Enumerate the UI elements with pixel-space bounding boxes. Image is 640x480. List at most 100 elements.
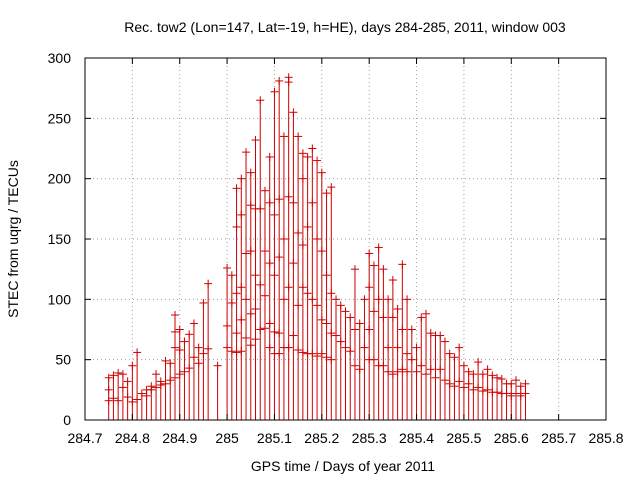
data-point (350, 265, 359, 274)
data-point (123, 393, 132, 402)
data-point (275, 329, 284, 338)
data-point (488, 371, 497, 380)
data-point (275, 195, 284, 204)
data-point (422, 309, 431, 318)
data-point (464, 379, 473, 388)
y-axis-label: STEC from uqrg / TECUs (5, 160, 21, 318)
data-point (393, 343, 402, 352)
data-point (294, 301, 303, 310)
data-point (232, 184, 241, 193)
data-point (265, 152, 274, 161)
data-point (170, 343, 179, 352)
data-point (128, 361, 137, 370)
data-point (294, 228, 303, 237)
data-point (384, 343, 393, 352)
data-point (374, 243, 383, 252)
data-point (256, 280, 265, 289)
data-point (474, 358, 483, 367)
data-point (294, 346, 303, 355)
data-point (365, 325, 374, 334)
data-point (156, 381, 165, 390)
data-point (332, 295, 341, 304)
data-point (242, 148, 251, 157)
data-point (133, 395, 142, 404)
data-point (104, 396, 113, 405)
data-point (403, 295, 412, 304)
data-point (502, 389, 511, 398)
data-point (313, 156, 322, 165)
data-point (246, 168, 255, 177)
data-point (516, 391, 525, 400)
data-point (189, 353, 198, 362)
data-point (275, 349, 284, 358)
x-tick-label: 285.7 (541, 430, 576, 446)
data-point (403, 349, 412, 358)
data-point (322, 189, 331, 198)
data-point (147, 382, 156, 391)
data-point (104, 373, 113, 382)
data-point (355, 319, 364, 328)
x-tick-label: 284.8 (115, 430, 150, 446)
data-point (161, 379, 170, 388)
x-tick-label: 285.6 (494, 430, 529, 446)
data-point (260, 291, 269, 300)
data-point (313, 352, 322, 361)
y-tick-label: 250 (48, 110, 72, 126)
data-point (256, 325, 265, 334)
data-point (109, 394, 118, 403)
y-tick-label: 150 (48, 231, 72, 247)
data-point (512, 389, 521, 398)
data-point (493, 388, 502, 397)
data-point (516, 382, 525, 391)
data-point (223, 263, 232, 272)
data-point (189, 319, 198, 328)
data-point (180, 337, 189, 346)
data-point (379, 313, 388, 322)
data-point (270, 210, 279, 219)
data-point (483, 385, 492, 394)
data-point (455, 377, 464, 386)
data-point (246, 341, 255, 350)
data-point (265, 319, 274, 328)
data-point (332, 331, 341, 340)
data-point (365, 283, 374, 292)
chart-title: Rec. tow2 (Lon=147, Lat=-19, h=HE), days… (124, 19, 566, 35)
data-point (185, 330, 194, 339)
data-point (185, 364, 194, 373)
data-point (227, 271, 236, 280)
data-point (232, 222, 241, 231)
data-point (298, 174, 307, 183)
data-point (237, 347, 246, 356)
data-point (223, 343, 232, 352)
data-point (369, 355, 378, 364)
data-point (379, 265, 388, 274)
data-point (322, 271, 331, 280)
y-tick-label: 200 (48, 171, 72, 187)
data-point (360, 295, 369, 304)
data-point (123, 377, 132, 386)
data-point (246, 309, 255, 318)
data-point (166, 376, 175, 385)
data-point (265, 198, 274, 207)
data-point (346, 347, 355, 356)
data-point (436, 331, 445, 340)
data-point (227, 298, 236, 307)
data-point (388, 313, 397, 322)
data-point (251, 304, 260, 313)
data-point (251, 335, 260, 344)
data-point (407, 355, 416, 364)
data-point (426, 329, 435, 338)
data-point (412, 343, 421, 352)
x-tick-label: 284.7 (67, 430, 102, 446)
data-point (313, 301, 322, 310)
data-point (365, 249, 374, 258)
data-point (512, 376, 521, 385)
data-point (355, 365, 364, 374)
data-point (431, 373, 440, 382)
data-point (298, 241, 307, 250)
data-point (393, 367, 402, 376)
data-point (194, 359, 203, 368)
data-point (327, 183, 336, 192)
data-point (445, 379, 454, 388)
